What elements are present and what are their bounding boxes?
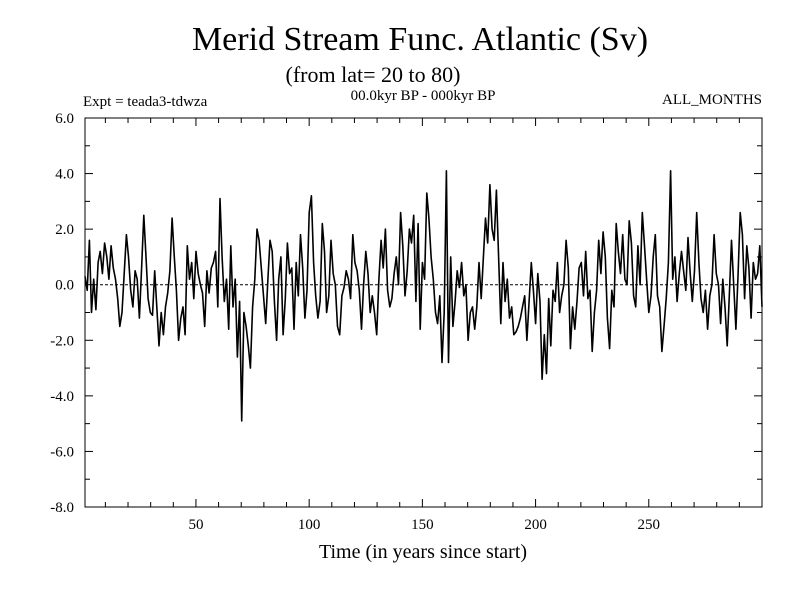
chart-title: Merid Stream Func. Atlantic (Sv) (192, 21, 648, 58)
x-tick-label: 250 (638, 517, 661, 533)
y-tick-label: -2.0 (50, 333, 74, 349)
y-tick-labels: -8.0 -6.0 -4.0 -2.0 0.0 2.0 4.0 6.0 (50, 111, 74, 516)
chart-subtitle: (from lat= 20 to 80) (286, 62, 461, 87)
period-label: 00.0kyr BP - 000kyr BP (351, 88, 496, 104)
x-axis-label: Time (in years since start) (319, 541, 527, 563)
x-tick-label: 100 (298, 517, 321, 533)
experiment-label: Expt = teada3-tdwza (83, 94, 208, 110)
y-tick-label: -8.0 (50, 500, 74, 516)
y-tick-label: 6.0 (55, 111, 74, 127)
y-tick-label: 2.0 (55, 222, 74, 238)
axis-ticks (85, 117, 762, 508)
x-tick-label: 50 (188, 517, 203, 533)
series-line (84, 170, 763, 422)
x-tick-labels: 50 100 150 200 250 (188, 517, 660, 533)
y-tick-label: 4.0 (55, 167, 74, 183)
y-tick-label: -4.0 (50, 389, 74, 405)
y-tick-label: 0.0 (55, 278, 74, 294)
months-label: ALL_MONTHS (662, 92, 762, 108)
x-tick-label: 150 (411, 517, 434, 533)
y-tick-label: -6.0 (50, 444, 74, 460)
x-tick-label: 200 (524, 517, 547, 533)
